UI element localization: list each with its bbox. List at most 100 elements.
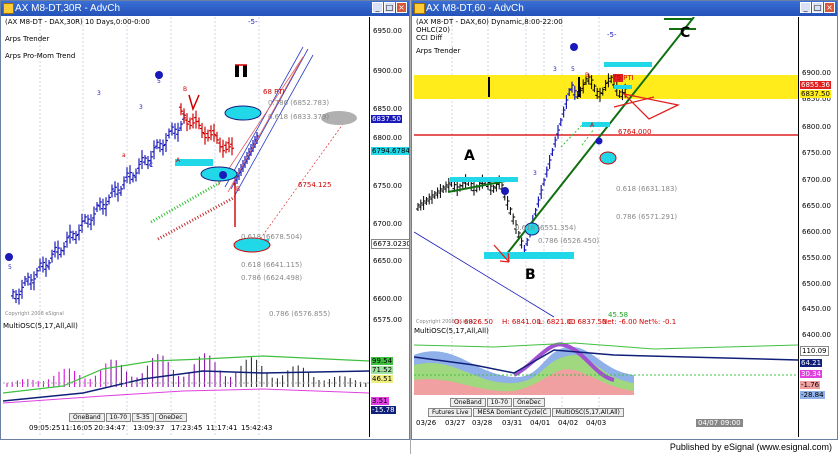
price-tick: 6400.00 [802, 331, 831, 339]
tab-mesa-cycle[interactable]: MESA Domiant Cycle(C [473, 408, 551, 417]
retrace-618a: 0.618 (6631.183) [616, 185, 678, 193]
svg-text:A: A [590, 122, 595, 129]
tab-10-70[interactable]: 10-70 [105, 413, 132, 422]
level-label: 6764.000 [618, 128, 652, 136]
last-price-tag: 6837.50 [800, 90, 831, 98]
price-tag-2: 6794.67843 [371, 147, 409, 155]
svg-text:a: a [122, 152, 126, 159]
osc-tag-3: 30.34 [800, 370, 823, 378]
wave-a-label: A [464, 148, 475, 164]
tab-10-70[interactable]: 10-70 [486, 398, 513, 407]
study-arps-trender: Arps Trender [5, 35, 50, 43]
svg-text:A: A [176, 157, 181, 164]
left-band-tabs[interactable]: OneBand 10-70 5-35 OneDec [69, 413, 187, 422]
right-header-line-2: OHLC(20) [416, 26, 450, 34]
right-band-tabs[interactable]: OneBand 10-70 OneDec [450, 398, 545, 407]
retrace-786b: 0.786 (6526.450) [538, 237, 600, 245]
osc-tag-5: -28.84 [800, 391, 825, 399]
left-chart-window[interactable]: AX M8-DT,30R - AdvCh _ □ × [0, 0, 410, 440]
tab-onedec[interactable]: OneDec [154, 413, 187, 422]
price-tick: 6700.00 [802, 176, 831, 184]
tab-5-35[interactable]: 5-35 [132, 413, 154, 422]
ohlc-low: L: 6821.00 [538, 318, 576, 326]
price-tick: 6600.00 [802, 228, 831, 236]
date-label: 03/31 [502, 419, 523, 427]
osc-tag-5: -15.78 [371, 406, 396, 414]
maximize-icon[interactable]: □ [384, 2, 395, 13]
tab-oneband[interactable]: OneBand [450, 398, 486, 407]
svg-text:5: 5 [157, 78, 161, 85]
price-tick: 6800.00 [802, 123, 831, 131]
price-tick: 6650.00 [373, 257, 402, 265]
tab-futures-live[interactable]: Futures Live [428, 408, 473, 417]
ohlc-open: O: 6826.50 [454, 318, 493, 326]
date-label: 03/28 [472, 419, 493, 427]
price-tick: 6575.00 [373, 316, 402, 324]
ohlc-net: Net: -6.00 [602, 318, 637, 326]
close-icon[interactable]: × [396, 2, 407, 13]
price-tick: 6950.00 [373, 27, 402, 35]
ohlc-high: H: 6841.00 [502, 318, 541, 326]
svg-text:B: B [236, 186, 240, 193]
right-indicator-title: MultiOSC(5,17,All,All) [414, 327, 489, 335]
publisher-credit: Published by eSignal (www.esignal.com) [669, 442, 832, 452]
svg-text:3: 3 [139, 104, 143, 111]
right-copyright: Copyright 2008 eSignal [416, 319, 475, 325]
right-chart-window[interactable]: AX M8-DT,60 - AdvCh _ □ × [411, 0, 838, 440]
left-marker: -5- [248, 18, 258, 26]
retrace-618b: 0.618 (6678.504) [241, 233, 303, 241]
svg-text:3: 3 [97, 90, 101, 97]
retrace-618b: 0.618 (6551.354) [515, 224, 577, 232]
osc-tag-3: 46.51 [371, 375, 394, 383]
maximize-icon[interactable]: □ [812, 2, 823, 13]
study-arps-pro-mom: Arps Pro-Mom Trend [5, 52, 76, 60]
left-price-chart[interactable]: 5 3 3 5 C B Aa B [3, 17, 369, 437]
right-oscillator[interactable] [414, 335, 798, 399]
left-oscillator[interactable] [3, 331, 369, 411]
minimize-icon[interactable]: _ [800, 2, 811, 13]
window-icon [414, 3, 425, 14]
right-study-tabs[interactable]: Futures Live MESA Domiant Cycle(C MultiO… [428, 408, 624, 417]
right-header-line-1: (AX M8-DT - DAX,60) Dynamic,8:00-22:00 [416, 18, 563, 26]
price-tick: 6900.00 [802, 69, 831, 77]
price-tick: 6800.00 [373, 134, 402, 142]
svg-text:3: 3 [553, 66, 557, 73]
time-label: 11:17:41 [206, 424, 238, 432]
osc-tag-4: -1.76 [800, 381, 821, 389]
right-title-bar[interactable]: AX M8-DT,60 - AdvCh _ □ × [412, 1, 837, 16]
right-price-chart[interactable]: 3 5 3 B A [414, 17, 798, 417]
close-icon[interactable]: × [824, 2, 835, 13]
osc-tag-1: 99.54 [371, 357, 394, 365]
retrace-618a: 0.618 (6833.379) [268, 113, 330, 121]
svg-text:C: C [149, 162, 153, 169]
svg-text:3: 3 [533, 170, 537, 177]
price-tick: 6750.00 [373, 182, 402, 190]
svg-text:5: 5 [8, 264, 12, 271]
tab-onedec[interactable]: OneDec [513, 398, 545, 407]
tab-oneband[interactable]: OneBand [69, 413, 105, 422]
price-tick: 6600.00 [373, 295, 402, 303]
pti-label: 68 PTI [263, 88, 285, 96]
wave-c-label: C [680, 25, 691, 41]
retrace-618c: 0.618 (6641.115) [241, 261, 303, 269]
date-label: 03/26 [416, 419, 437, 427]
left-title-bar[interactable]: AX M8-DT,30R - AdvCh _ □ × [1, 1, 409, 16]
tab-multiosc[interactable]: MultiOSC(5,17,All,All) [551, 408, 624, 417]
left-copyright: Copyright 2008 eSignal [5, 311, 64, 317]
time-label: 13:09:37 [133, 424, 165, 432]
wave-b-label: B [525, 267, 536, 283]
price-tick: 6900.00 [373, 67, 402, 75]
osc-tag-2: 64.21 [800, 359, 823, 367]
minimize-icon[interactable]: _ [372, 2, 383, 13]
cci-value: 45.58 [608, 311, 629, 319]
time-label: 20:34:47 [94, 424, 126, 432]
right-price-axis[interactable]: 6900.00 6850.00 6800.00 6750.00 6700.00 … [798, 17, 837, 437]
price-tag-1: 6855.36 [800, 81, 831, 89]
left-price-axis[interactable]: 6950.00 6900.00 6850.00 6800.00 6750.00 … [369, 17, 409, 437]
price-tick: 6450.00 [802, 305, 831, 313]
window-icon [3, 3, 14, 14]
price-tag-3: 6673.02303 [371, 239, 409, 249]
osc-tag-4: 3.51 [371, 397, 389, 405]
target-label: 6754.125 [298, 181, 332, 189]
retrace-786b: 0.786 (6624.498) [241, 274, 303, 282]
